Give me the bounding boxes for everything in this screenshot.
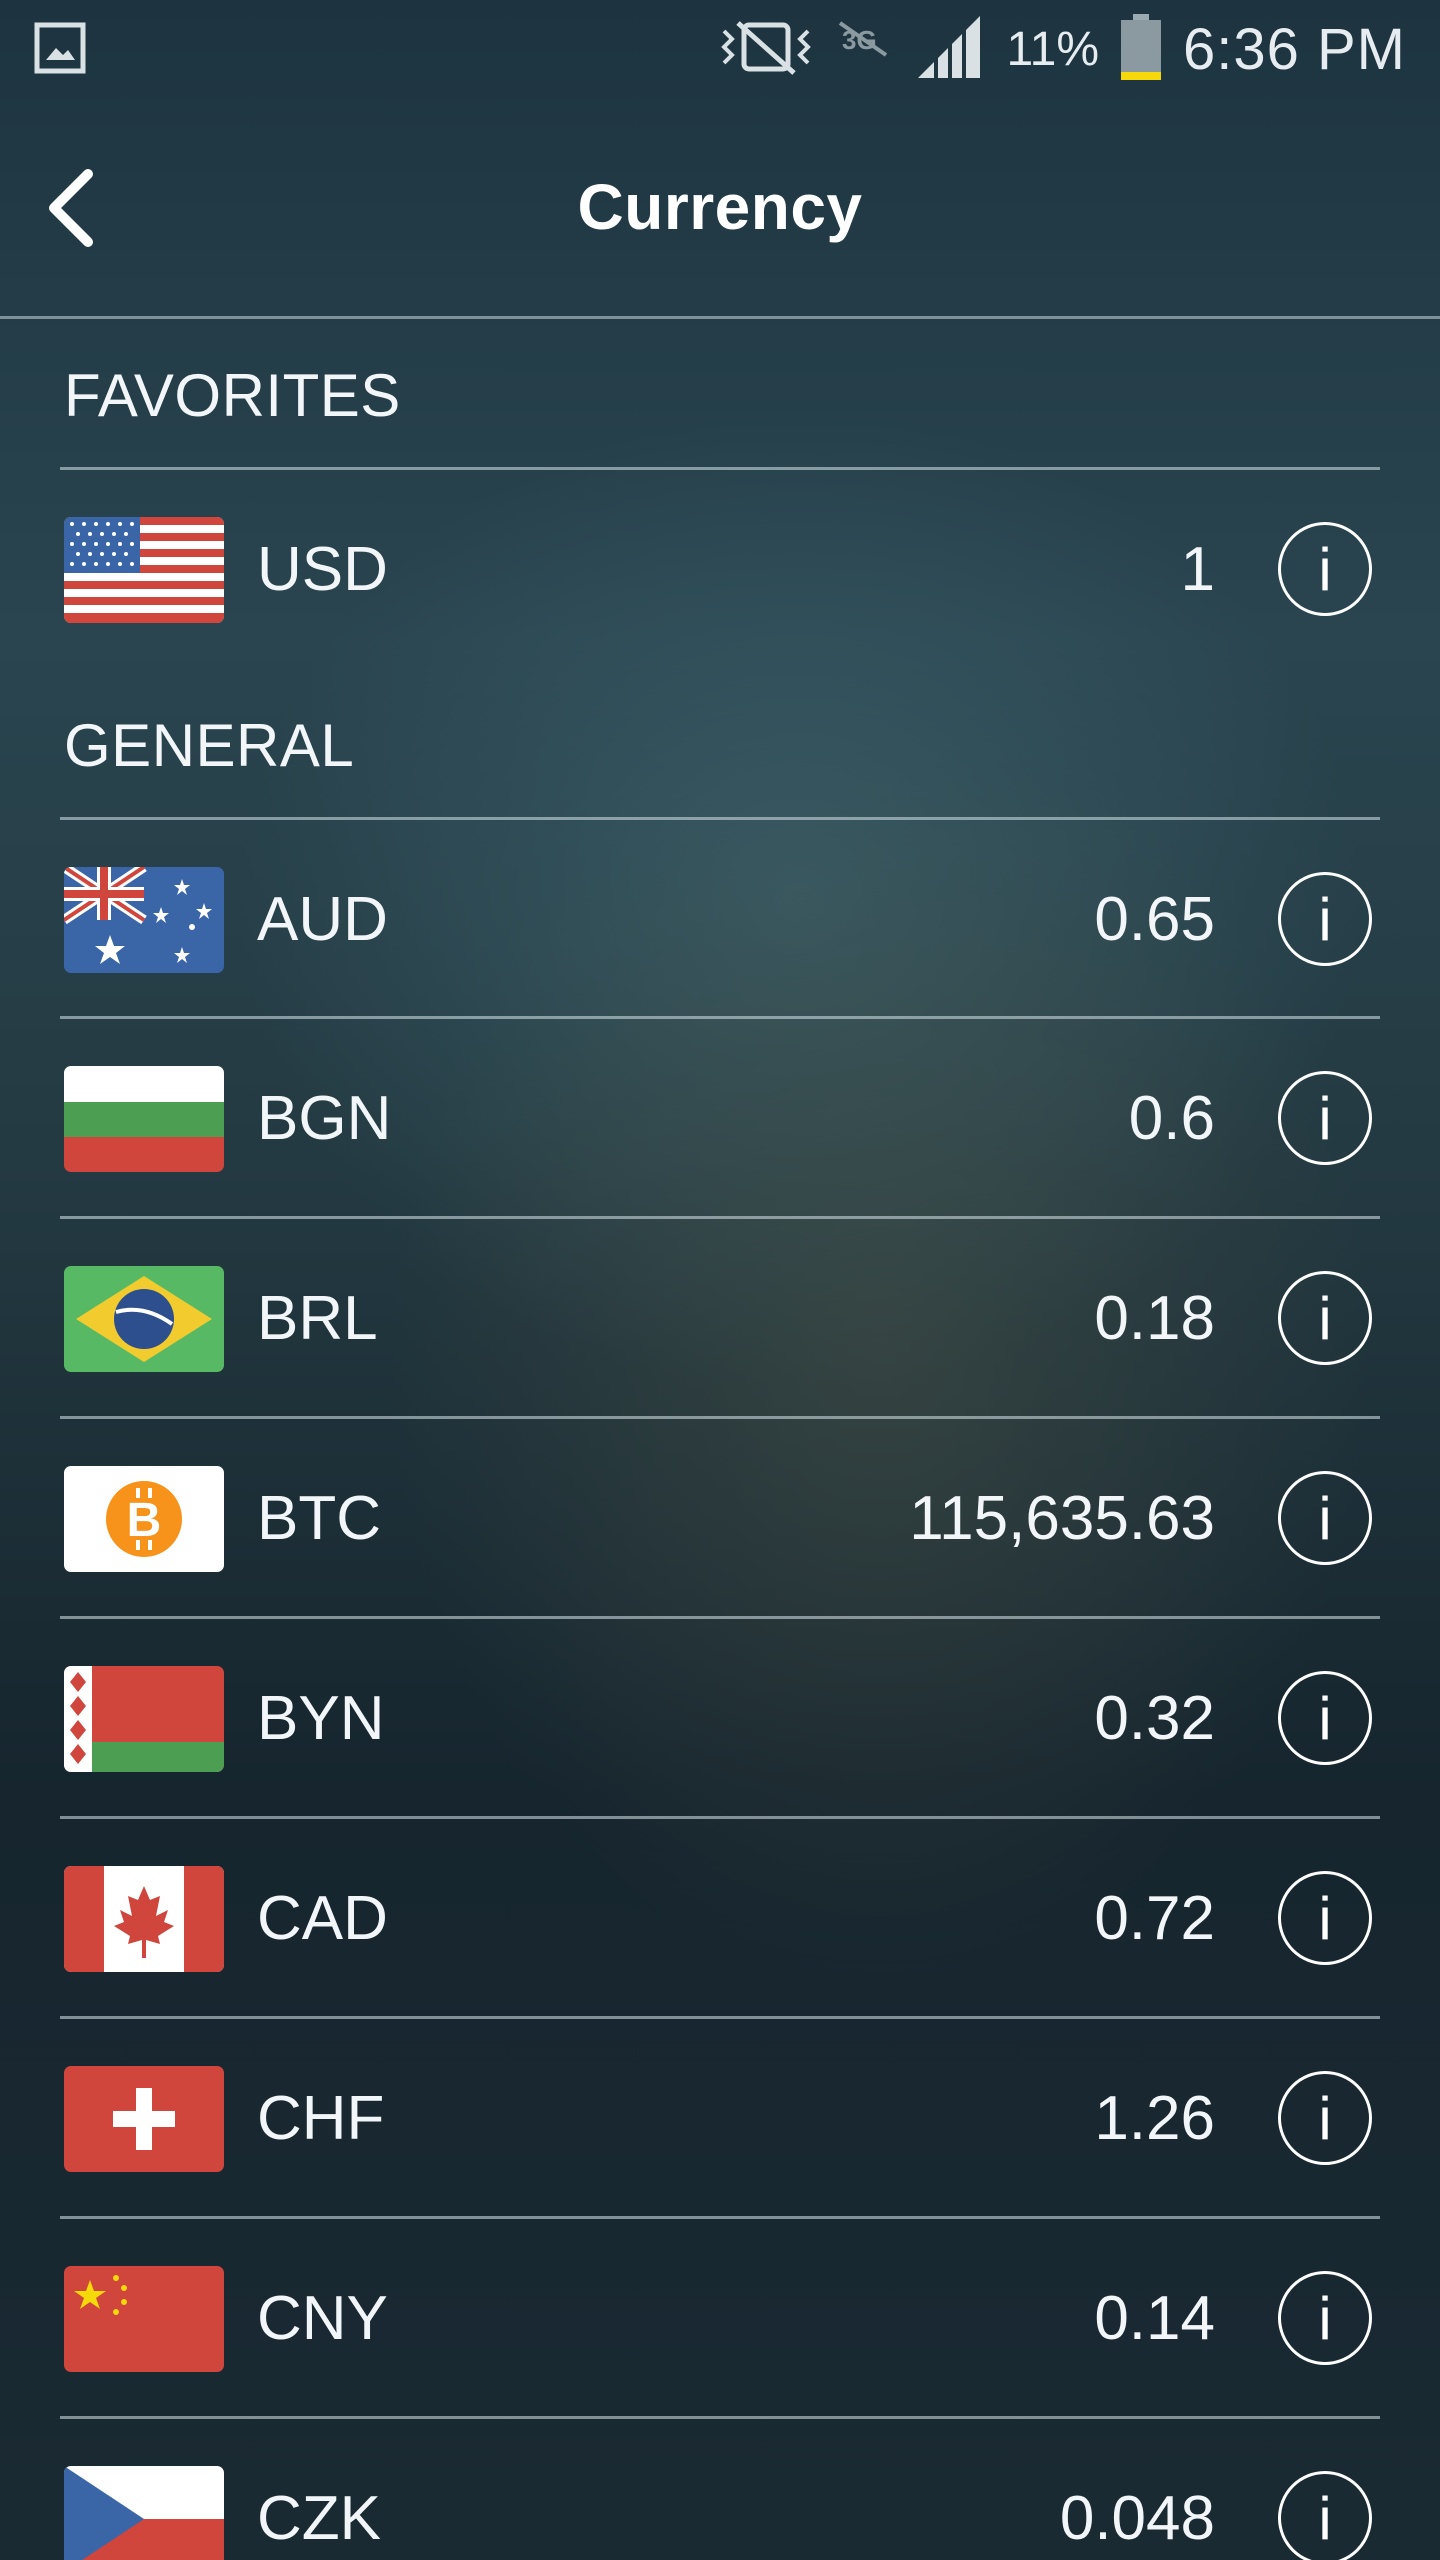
by-flag	[64, 1666, 224, 1772]
info-icon: i	[1318, 1084, 1332, 1152]
currency-row-brl[interactable]: BRL 0.18 i	[0, 1219, 1440, 1419]
currency-value: 0.32	[1094, 1684, 1215, 1753]
currency-value: 1	[1180, 535, 1215, 604]
page-title: Currency	[577, 171, 863, 243]
currency-row-aud[interactable]: AUD 0.65 i	[0, 820, 1440, 1020]
section-header-general: GENERAL	[64, 712, 355, 779]
info-icon: i	[1318, 535, 1332, 603]
currency-row-cad[interactable]: CAD 0.72 i	[0, 1819, 1440, 2019]
divider	[60, 2216, 1380, 2219]
info-icon: i	[1318, 885, 1332, 953]
cn-flag	[64, 2266, 224, 2372]
currency-row-czk[interactable]: CZK 0.048 i	[0, 2419, 1440, 2560]
divider	[60, 1416, 1380, 1419]
currency-value: 0.048	[1059, 2484, 1215, 2553]
currency-row-chf[interactable]: CHF 1.26 i	[0, 2019, 1440, 2219]
info-icon: i	[1318, 2284, 1332, 2352]
status-bar: 3G 11% 6:36 PM	[0, 0, 1440, 100]
info-button[interactable]: i	[1278, 2071, 1372, 2165]
currency-code: BYN	[257, 1684, 385, 1753]
app-bar: Currency	[0, 100, 1440, 319]
currency-row-bgn[interactable]: BGN 0.6 i	[0, 1019, 1440, 1219]
currency-value: 0.65	[1094, 885, 1215, 954]
currency-value: 0.18	[1094, 1284, 1215, 1353]
info-button[interactable]: i	[1278, 1271, 1372, 1365]
cz-flag	[64, 2466, 224, 2560]
us-flag	[64, 517, 224, 623]
currency-value: 0.14	[1094, 2284, 1215, 2353]
currency-row-cny[interactable]: CNY 0.14 i	[0, 2219, 1440, 2419]
currency-code: CNY	[257, 2284, 388, 2353]
info-icon: i	[1318, 1484, 1332, 1552]
battery-icon	[1121, 13, 1161, 85]
currency-code: CHF	[257, 2084, 385, 2153]
chevron-left-icon	[42, 168, 102, 253]
vibrate-mute-icon	[718, 17, 814, 82]
currency-code: BRL	[257, 1284, 378, 1353]
divider	[60, 2416, 1380, 2419]
battery-percent: 11%	[1006, 22, 1099, 76]
info-button[interactable]: i	[1278, 2271, 1372, 2365]
currency-code: BTC	[257, 1484, 381, 1553]
signal-icon	[914, 14, 984, 85]
divider	[60, 1816, 1380, 1819]
gallery-icon	[34, 22, 86, 74]
currency-value: 0.72	[1094, 1884, 1215, 1953]
info-button[interactable]: i	[1278, 1871, 1372, 1965]
divider	[60, 1216, 1380, 1219]
bitcoin-logo: B	[64, 1466, 224, 1572]
ca-flag	[64, 1866, 224, 1972]
currency-row-byn[interactable]: BYN 0.32 i	[0, 1619, 1440, 1819]
section-header-favorites: FAVORITES	[64, 362, 401, 429]
info-button[interactable]: i	[1278, 1471, 1372, 1565]
divider	[60, 1616, 1380, 1619]
currency-value: 0.6	[1128, 1084, 1215, 1153]
info-icon: i	[1318, 1284, 1332, 1352]
back-button[interactable]	[22, 160, 122, 260]
currency-code: BGN	[257, 1084, 392, 1153]
info-icon: i	[1318, 2484, 1332, 2552]
no-data-icon: 3G	[836, 17, 892, 82]
info-button[interactable]: i	[1278, 872, 1372, 966]
br-flag	[64, 1266, 224, 1372]
au-flag	[64, 867, 224, 973]
currency-row-btc[interactable]: B BTC 115,635.63 i	[0, 1419, 1440, 1619]
currency-code: CZK	[257, 2484, 381, 2553]
currency-value: 1.26	[1094, 2084, 1215, 2153]
currency-code: AUD	[257, 885, 388, 954]
info-button[interactable]: i	[1278, 1071, 1372, 1165]
currency-code: CAD	[257, 1884, 388, 1953]
status-time: 6:36 PM	[1183, 16, 1406, 82]
info-button[interactable]: i	[1278, 522, 1372, 616]
info-button[interactable]: i	[1278, 2471, 1372, 2560]
currency-code: USD	[257, 535, 388, 604]
currency-row-usd[interactable]: USD 1 i	[0, 470, 1440, 670]
info-icon: i	[1318, 1884, 1332, 1952]
ch-flag	[64, 2066, 224, 2172]
info-button[interactable]: i	[1278, 1671, 1372, 1765]
divider	[60, 2016, 1380, 2019]
info-icon: i	[1318, 1684, 1332, 1752]
bg-flag	[64, 1066, 224, 1172]
divider	[60, 1016, 1380, 1019]
currency-value: 115,635.63	[909, 1484, 1215, 1553]
divider	[60, 817, 1380, 820]
info-icon: i	[1318, 2084, 1332, 2152]
svg-text:B: B	[127, 1494, 162, 1547]
divider	[60, 467, 1380, 470]
